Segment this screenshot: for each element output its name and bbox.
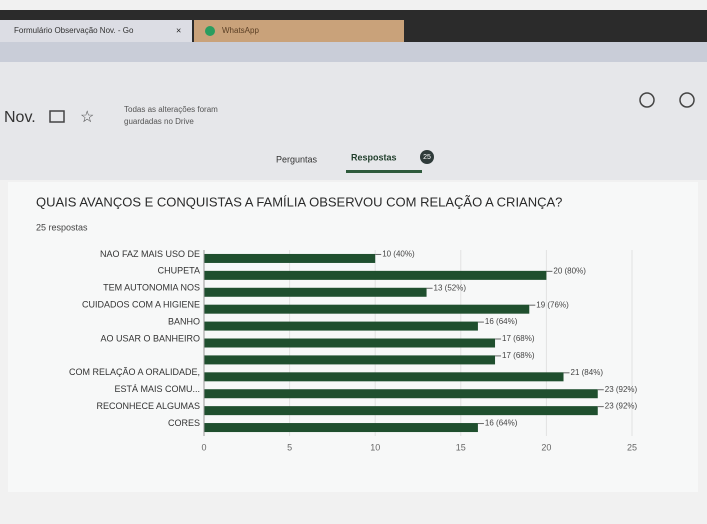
bar: [204, 321, 478, 331]
x-tick-label: 20: [541, 442, 551, 452]
y-tick-label: AO USAR O BANHEIRO: [100, 333, 200, 343]
form-title: Nov.: [4, 109, 36, 126]
data-label: 16 (64%): [485, 419, 518, 428]
y-tick-label: ESTÁ MAIS COMU...: [114, 384, 200, 394]
tab-title: Formulário Observação Nov. - Go: [14, 26, 134, 35]
palette-icon[interactable]: [639, 92, 655, 108]
toolbar: [0, 42, 707, 62]
response-count: 25 respostas: [36, 222, 88, 232]
folder-icon[interactable]: [49, 110, 65, 123]
tab-active[interactable]: [0, 20, 192, 42]
chart: 0 5 10 15 20 25 NAO FAZ MAIS USO DE 10 (40%) CHU…: [69, 249, 638, 453]
question-title: QUAIS AVANÇOS E CONQUISTAS A FAMÍLIA OBS…: [36, 194, 562, 209]
x-tick-label: 25: [627, 442, 637, 452]
preview-icon[interactable]: [679, 92, 695, 108]
badge-count: 25: [423, 154, 431, 161]
data-label: 19 (76%): [536, 300, 569, 309]
nav-tab[interactable]: Respostas: [351, 152, 397, 162]
data-label: 16 (64%): [485, 317, 518, 326]
question-card: [8, 182, 698, 492]
data-label: 17 (68%): [502, 351, 535, 360]
y-tick-label: NAO FAZ MAIS USO DE: [100, 249, 200, 259]
tab-close[interactable]: ×: [176, 25, 181, 35]
nav-tab[interactable]: Perguntas: [276, 154, 318, 164]
x-tick-label: 15: [456, 442, 466, 452]
data-label: 20 (80%): [553, 266, 586, 275]
whatsapp-icon: [205, 26, 215, 36]
bar: [204, 389, 598, 399]
y-tick-label: BANHO: [168, 316, 200, 326]
bar: [204, 287, 427, 297]
data-label: 13 (52%): [434, 283, 467, 292]
bar: [204, 304, 530, 314]
bar: [204, 423, 478, 433]
bar: [204, 406, 598, 416]
bar: [204, 355, 496, 365]
star-icon[interactable]: ☆: [80, 109, 94, 126]
x-tick-label: 5: [287, 442, 292, 452]
save-status: guardadas no Drive: [124, 117, 194, 126]
save-status: Todas as alterações foram: [124, 105, 218, 114]
tab-inactive[interactable]: [194, 20, 404, 42]
tab-title: WhatsApp: [222, 26, 259, 35]
data-label: 17 (68%): [502, 334, 535, 343]
bar: [204, 270, 547, 280]
y-tick-label: CHUPETA: [158, 266, 200, 276]
y-tick-label: COM RELAÇÃO A ORALIDADE,: [69, 367, 200, 377]
active-indicator: [346, 170, 422, 173]
data-label: 10 (40%): [382, 250, 415, 259]
bar: [204, 372, 564, 382]
data-label: 23 (92%): [605, 402, 638, 411]
bar: [204, 338, 496, 348]
y-tick-label: CORES: [168, 418, 200, 428]
y-tick-label: RECONHECE ALGUMAS: [96, 401, 200, 411]
badge: [420, 150, 434, 164]
data-label: 21 (84%): [571, 368, 604, 377]
y-tick-label: TEM AUTONOMIA NOS: [103, 283, 200, 293]
x-tick-label: 10: [370, 442, 380, 452]
header: [0, 62, 707, 180]
bar: [204, 253, 376, 263]
y-tick-label: CUIDADOS COM A HIGIENE: [82, 300, 200, 310]
data-label: 23 (92%): [605, 385, 638, 394]
x-tick-label: 0: [201, 442, 206, 452]
